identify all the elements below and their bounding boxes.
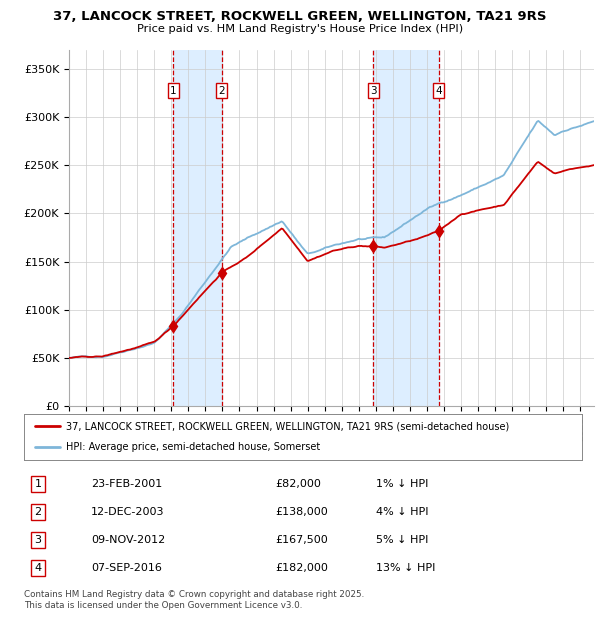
- Text: £138,000: £138,000: [275, 507, 328, 517]
- Text: 37, LANCOCK STREET, ROCKWELL GREEN, WELLINGTON, TA21 9RS (semi-detached house): 37, LANCOCK STREET, ROCKWELL GREEN, WELL…: [66, 421, 509, 431]
- Text: 1: 1: [34, 479, 41, 489]
- Text: 09-NOV-2012: 09-NOV-2012: [91, 535, 165, 545]
- Text: 23-FEB-2001: 23-FEB-2001: [91, 479, 162, 489]
- Text: 3: 3: [370, 86, 377, 95]
- Text: 1: 1: [170, 86, 177, 95]
- Text: 3: 3: [34, 535, 41, 545]
- Text: 4: 4: [34, 563, 41, 573]
- Text: 5% ↓ HPI: 5% ↓ HPI: [376, 535, 428, 545]
- Text: HPI: Average price, semi-detached house, Somerset: HPI: Average price, semi-detached house,…: [66, 443, 320, 453]
- Text: 1% ↓ HPI: 1% ↓ HPI: [376, 479, 428, 489]
- Text: This data is licensed under the Open Government Licence v3.0.: This data is licensed under the Open Gov…: [24, 601, 302, 611]
- Text: 07-SEP-2016: 07-SEP-2016: [91, 563, 162, 573]
- Text: 2: 2: [34, 507, 41, 517]
- Text: £82,000: £82,000: [275, 479, 321, 489]
- Text: 12-DEC-2003: 12-DEC-2003: [91, 507, 164, 517]
- Text: 13% ↓ HPI: 13% ↓ HPI: [376, 563, 435, 573]
- Text: Contains HM Land Registry data © Crown copyright and database right 2025.: Contains HM Land Registry data © Crown c…: [24, 590, 364, 600]
- Text: 37, LANCOCK STREET, ROCKWELL GREEN, WELLINGTON, TA21 9RS: 37, LANCOCK STREET, ROCKWELL GREEN, WELL…: [53, 10, 547, 23]
- Text: 4: 4: [436, 86, 442, 95]
- Text: 2: 2: [218, 86, 225, 95]
- Bar: [373, 50, 439, 406]
- Text: 4% ↓ HPI: 4% ↓ HPI: [376, 507, 428, 517]
- Text: Price paid vs. HM Land Registry's House Price Index (HPI): Price paid vs. HM Land Registry's House …: [137, 24, 463, 33]
- Bar: [173, 50, 221, 406]
- Text: £182,000: £182,000: [275, 563, 328, 573]
- Text: £167,500: £167,500: [275, 535, 328, 545]
